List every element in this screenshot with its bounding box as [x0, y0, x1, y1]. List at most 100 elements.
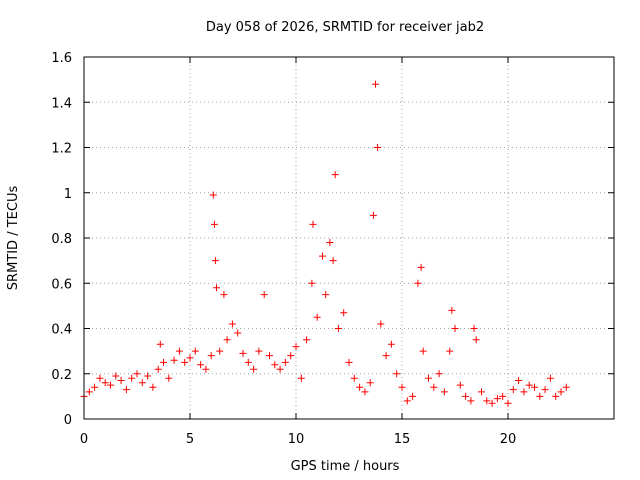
data-point — [440, 388, 448, 396]
data-point — [520, 388, 528, 396]
data-point — [472, 336, 480, 344]
data-point — [377, 320, 385, 328]
data-point — [451, 325, 459, 332]
data-point — [435, 370, 443, 378]
y-tick-label: 0.2 — [51, 368, 72, 383]
data-point — [483, 397, 491, 405]
y-tick-label: 0.6 — [51, 277, 72, 292]
data-point — [144, 372, 152, 380]
data-point — [207, 352, 215, 360]
data-point — [276, 365, 284, 373]
data-point — [228, 320, 236, 328]
data-point — [96, 374, 104, 382]
data-point — [138, 379, 146, 387]
data-point — [101, 379, 109, 387]
data-point — [281, 358, 289, 366]
data-point — [303, 336, 311, 344]
data-point — [128, 374, 136, 382]
grid-lines — [84, 57, 614, 419]
data-point — [478, 388, 485, 396]
data-point — [156, 340, 164, 348]
data-point — [213, 284, 220, 292]
data-point — [488, 399, 496, 407]
data-point — [525, 381, 533, 389]
data-point — [557, 388, 565, 396]
data-point — [536, 392, 544, 400]
data-point — [430, 383, 438, 391]
data-point — [393, 370, 401, 378]
data-point — [197, 361, 205, 369]
data-point — [356, 383, 364, 391]
data-point — [175, 347, 183, 355]
data-point — [170, 356, 178, 364]
x-tick-label: 10 — [288, 432, 305, 447]
data-point — [541, 386, 549, 394]
data-point — [419, 347, 427, 355]
data-point — [546, 374, 554, 382]
x-axis-label: GPS time / hours — [291, 459, 400, 474]
data-point — [456, 381, 464, 389]
y-tick-label: 1.4 — [51, 96, 72, 111]
data-point — [467, 397, 475, 405]
data-point — [331, 171, 339, 179]
chart-title: Day 058 of 2026, SRMTID for receiver jab… — [206, 20, 484, 35]
data-point — [244, 358, 252, 366]
data-point — [91, 383, 99, 391]
data-point — [322, 291, 330, 299]
data-point — [239, 349, 247, 357]
data-point — [287, 352, 295, 360]
data-point — [297, 374, 305, 382]
data-point — [149, 383, 157, 391]
data-point — [107, 381, 114, 389]
data-point — [382, 352, 390, 360]
y-tick-label: 0.8 — [51, 232, 72, 247]
data-point — [387, 340, 395, 348]
data-point — [334, 325, 342, 332]
data-point — [398, 383, 406, 391]
data-point — [255, 347, 263, 355]
data-point — [409, 392, 417, 400]
data-point — [234, 329, 242, 337]
data-point — [329, 257, 337, 265]
y-axis-label: SRMTID / TECUs — [6, 186, 21, 291]
data-point — [181, 358, 189, 366]
data-point — [414, 279, 422, 287]
data-point — [374, 144, 382, 151]
data-point — [552, 392, 560, 400]
data-point — [531, 383, 538, 391]
data-point — [361, 388, 369, 396]
data-point — [160, 358, 167, 366]
data-point — [165, 374, 173, 382]
data-point — [216, 347, 224, 355]
data-point — [425, 374, 432, 382]
data-point — [186, 354, 194, 362]
data-point — [345, 358, 353, 366]
data-point — [122, 386, 130, 394]
data-point — [340, 309, 348, 317]
data-point — [309, 220, 317, 228]
data-point — [292, 343, 300, 351]
y-tick-label: 1.2 — [51, 142, 72, 157]
data-point — [319, 252, 326, 260]
data-point — [417, 263, 425, 271]
data-point — [326, 239, 334, 246]
data-point — [112, 372, 120, 380]
x-tick-label: 5 — [186, 432, 194, 447]
data-point — [313, 313, 321, 321]
data-point — [223, 336, 231, 344]
data-point — [369, 211, 377, 219]
axis-ticks: 0 5 10 15 20 0 0.2 0.4 0.6 0.8 1 1.2 1.4 1.6 — [51, 51, 614, 447]
data-point — [211, 257, 219, 265]
data-point — [266, 352, 273, 360]
data-point — [250, 365, 258, 373]
x-tick-label: 20 — [500, 432, 517, 447]
data-point — [372, 80, 379, 88]
data-point — [154, 365, 162, 373]
data-point — [202, 365, 210, 373]
y-tick-label: 0.4 — [51, 323, 72, 338]
data-point — [366, 379, 374, 387]
data-point — [462, 392, 470, 400]
data-point — [220, 291, 228, 299]
data-point — [446, 347, 454, 355]
